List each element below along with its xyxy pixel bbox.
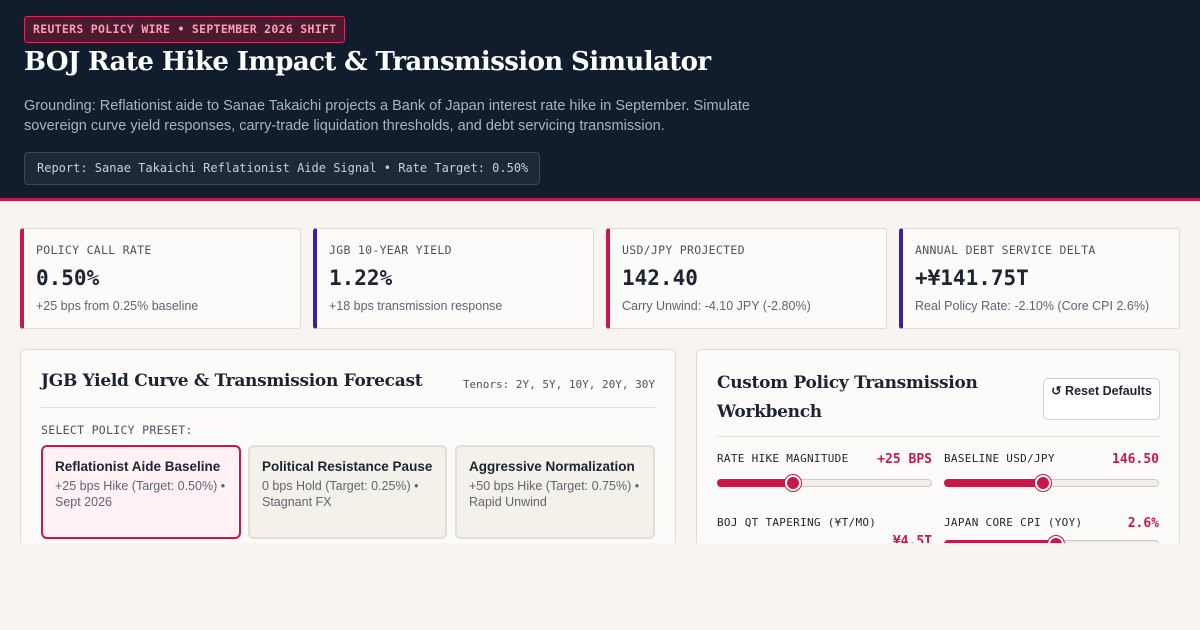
preset-name: Reflationist Aide Baseline bbox=[55, 459, 221, 474]
preset-name: Aggressive Normalization bbox=[469, 459, 635, 474]
kpi-value: 0.50% bbox=[36, 266, 100, 290]
preset-reflationist-baseline[interactable]: Reflationist Aide Baseline +25 bps Hike … bbox=[41, 445, 241, 539]
kpi-debt-service-delta: ANNUAL DEBT SERVICE DELTA +¥141.75T Real… bbox=[899, 228, 1180, 329]
page-background bbox=[0, 543, 1200, 630]
preset-name: Political Resistance Pause bbox=[262, 459, 433, 474]
kpi-subtext: Carry Unwind: -4.10 JPY (-2.80%) bbox=[622, 299, 811, 313]
reset-defaults-button[interactable]: ↺ Reset Defaults bbox=[1043, 378, 1160, 420]
preset-aggressive-normalization[interactable]: Aggressive Normalization +50 bps Hike (T… bbox=[455, 445, 655, 539]
slider-thumb[interactable] bbox=[1034, 475, 1051, 491]
baseline-usdjpy-value: 146.50 bbox=[1112, 452, 1159, 467]
kpi-value: +¥141.75T bbox=[915, 266, 1029, 290]
tenors-label: Tenors: 2Y, 5Y, 10Y, 20Y, 30Y bbox=[462, 378, 655, 391]
kpi-label: JGB 10-YEAR YIELD bbox=[329, 243, 452, 257]
report-signal-box: Report: Sanae Takaichi Reflationist Aide… bbox=[24, 152, 540, 185]
hero-header: REUTERS POLICY WIRE • SEPTEMBER 2026 SHI… bbox=[0, 0, 1200, 201]
baseline-usdjpy-label: BASELINE USD/JPY bbox=[944, 452, 1055, 465]
kpi-value: 1.22% bbox=[329, 266, 393, 290]
rate-hike-label: RATE HIKE MAGNITUDE bbox=[717, 452, 849, 465]
kpi-value: 142.40 bbox=[622, 266, 698, 290]
qt-tapering-label: BOJ QT TAPERING (¥T/MO) bbox=[717, 516, 877, 529]
preset-section-label: SELECT POLICY PRESET: bbox=[41, 423, 193, 437]
panel-title: JGB Yield Curve & Transmission Forecast bbox=[41, 371, 423, 391]
kpi-usdjpy-projected: USD/JPY PROJECTED 142.40 Carry Unwind: -… bbox=[606, 228, 887, 329]
kpi-label: POLICY CALL RATE bbox=[36, 243, 152, 257]
panel-divider bbox=[41, 407, 655, 408]
baseline-usdjpy-slider[interactable] bbox=[944, 475, 1159, 491]
slider-fill bbox=[717, 479, 792, 487]
kpi-subtext: +25 bps from 0.25% baseline bbox=[36, 299, 199, 313]
kpi-subtext: +18 bps transmission response bbox=[329, 299, 503, 313]
preset-political-pause[interactable]: Political Resistance Pause 0 bps Hold (T… bbox=[248, 445, 447, 539]
panel-divider bbox=[717, 436, 1160, 437]
page-title: BOJ Rate Hike Impact & Transmission Simu… bbox=[24, 47, 711, 77]
kpi-policy-call-rate: POLICY CALL RATE 0.50% +25 bps from 0.25… bbox=[20, 228, 301, 329]
slider-fill bbox=[944, 479, 1042, 487]
preset-description: +50 bps Hike (Target: 0.75%) • Rapid Unw… bbox=[469, 479, 640, 509]
panel-title: Custom Policy Transmission Workbench bbox=[717, 373, 978, 422]
preset-description: +25 bps Hike (Target: 0.50%) • Sept 2026 bbox=[55, 479, 226, 509]
preset-description: 0 bps Hold (Target: 0.25%) • Stagnant FX bbox=[262, 479, 419, 509]
page-description: Grounding: Reflationist aide to Sanae Ta… bbox=[24, 98, 750, 134]
yield-curve-panel: JGB Yield Curve & Transmission Forecast … bbox=[20, 349, 676, 630]
source-badge: REUTERS POLICY WIRE • SEPTEMBER 2026 SHI… bbox=[24, 16, 346, 43]
kpi-label: USD/JPY PROJECTED bbox=[622, 243, 745, 257]
rate-hike-value: +25 BPS bbox=[877, 452, 932, 467]
core-cpi-value: 2.6% bbox=[1127, 516, 1159, 531]
kpi-label: ANNUAL DEBT SERVICE DELTA bbox=[915, 243, 1096, 257]
kpi-subtext: Real Policy Rate: -2.10% (Core CPI 2.6%) bbox=[915, 299, 1150, 313]
slider-thumb[interactable] bbox=[784, 475, 801, 491]
rate-hike-slider[interactable] bbox=[717, 475, 932, 491]
kpi-jgb-10y-yield: JGB 10-YEAR YIELD 1.22% +18 bps transmis… bbox=[313, 228, 594, 329]
core-cpi-label: JAPAN CORE CPI (YOY) bbox=[944, 516, 1083, 529]
